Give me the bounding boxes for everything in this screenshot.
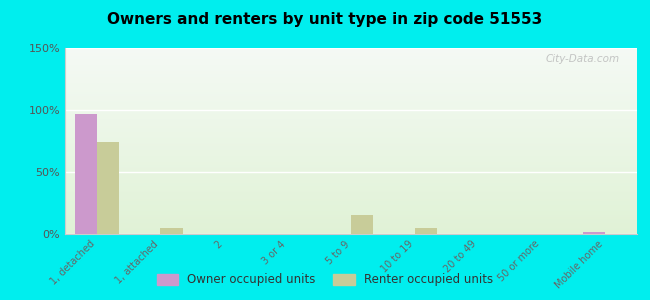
Bar: [415, 228, 437, 234]
Bar: [583, 232, 605, 234]
Bar: [161, 228, 183, 234]
Legend: Owner occupied units, Renter occupied units: Owner occupied units, Renter occupied un…: [152, 269, 498, 291]
Bar: [351, 215, 373, 234]
Bar: [75, 114, 97, 234]
Text: Owners and renters by unit type in zip code 51553: Owners and renters by unit type in zip c…: [107, 12, 543, 27]
Text: City-Data.com: City-Data.com: [546, 54, 620, 64]
Bar: [97, 142, 119, 234]
